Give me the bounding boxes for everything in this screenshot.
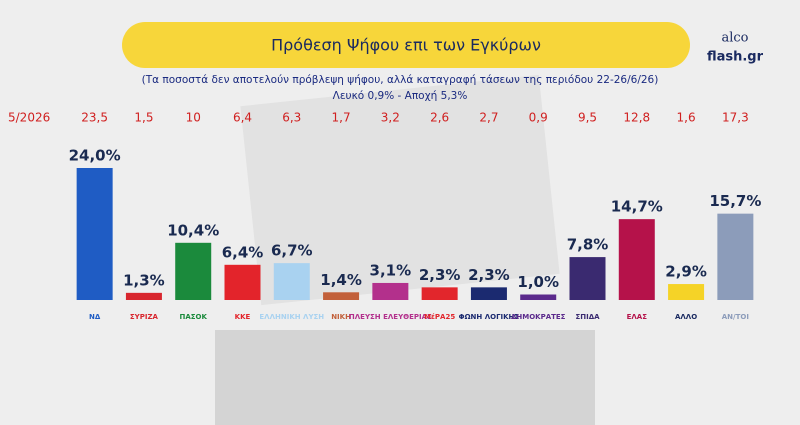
previous-value: 6,4 xyxy=(233,111,252,125)
party-label: ΝΔ xyxy=(89,313,101,321)
chart-title: Πρόθεση Ψήφου επι των Εγκύρων xyxy=(271,36,541,55)
bar xyxy=(273,263,310,300)
value-label: 14,7% xyxy=(611,198,663,216)
previous-value: 1,7 xyxy=(332,111,351,125)
bar xyxy=(421,287,458,300)
party-label: ΣΠΙΔΑ xyxy=(575,313,600,321)
previous-value: 3,2 xyxy=(381,111,400,125)
party-label: ΣΥΡΙΖΑ xyxy=(130,313,159,321)
previous-value: 23,5 xyxy=(81,111,108,125)
subtitle: (Τα ποσοστά δεν αποτελούν πρόβλεψη ψήφου… xyxy=(142,74,659,86)
value-label: 7,8% xyxy=(567,236,609,254)
value-label: 2,9% xyxy=(665,263,707,281)
bar xyxy=(125,292,162,300)
value-label: 1,0% xyxy=(517,273,559,291)
party-label: ΕΛΑΣ xyxy=(627,313,648,321)
previous-value: 12,8 xyxy=(623,111,650,125)
bar xyxy=(668,284,705,300)
value-label: 1,3% xyxy=(123,271,165,289)
bar xyxy=(76,168,113,300)
party-label: ΔΗΜΟΚΡΑΤΕΣ xyxy=(511,313,566,321)
previous-value: 1,5 xyxy=(134,111,153,125)
party-label: ΜέΡΑ25 xyxy=(424,313,455,321)
party-label: ΠΑΣΟΚ xyxy=(179,313,207,321)
value-label: 24,0% xyxy=(69,147,121,165)
bar xyxy=(618,219,655,300)
party-label: ΑΝ/ΤΟΙ xyxy=(722,313,749,321)
previous-label: 5/2026 xyxy=(8,111,50,125)
value-label: 2,3% xyxy=(419,266,461,284)
bar xyxy=(470,287,507,300)
ballot-box xyxy=(215,330,595,425)
value-label: 15,7% xyxy=(709,192,761,210)
previous-value: 2,7 xyxy=(479,111,498,125)
previous-value: 1,6 xyxy=(677,111,696,125)
bar xyxy=(224,264,261,300)
party-label: ΦΩΝΗ ΛΟΓΙΚΗΣ xyxy=(459,313,520,321)
value-label: 6,4% xyxy=(222,243,264,261)
ballot-paper xyxy=(240,74,560,306)
brand: alco xyxy=(721,31,748,46)
bar xyxy=(569,257,606,300)
bar xyxy=(520,294,557,300)
party-label: ΕΛΛΗΝΙΚΗ ΛΥΣΗ xyxy=(259,313,324,321)
value-label: 3,1% xyxy=(370,261,412,279)
party-label: ΝΙΚΗ xyxy=(331,313,351,321)
bar xyxy=(175,242,212,300)
title-pill xyxy=(122,22,690,68)
previous-value: 9,5 xyxy=(578,111,597,125)
party-label: ΑΛΛΟ xyxy=(675,313,697,321)
party-label: ΠΛΕΥΣΗ ΕΛΕΥΘΕΡΙΑΣ xyxy=(349,313,432,321)
value-label: 10,4% xyxy=(167,221,219,239)
value-label: 2,3% xyxy=(468,266,510,284)
previous-value: 0,9 xyxy=(529,111,548,125)
previous-value: 17,3 xyxy=(722,111,749,125)
previous-value: 10 xyxy=(186,111,201,125)
value-label: 1,4% xyxy=(320,271,362,289)
brand: flash.gr xyxy=(707,50,764,65)
previous-value: 6,3 xyxy=(282,111,301,125)
party-label: ΚΚΕ xyxy=(235,313,251,321)
previous-value: 2,6 xyxy=(430,111,449,125)
note: Λευκό 0,9% - Αποχή 5,3% xyxy=(333,90,468,102)
value-label: 6,7% xyxy=(271,242,313,260)
bar xyxy=(372,282,409,300)
bar xyxy=(323,292,360,300)
bar xyxy=(717,213,754,300)
